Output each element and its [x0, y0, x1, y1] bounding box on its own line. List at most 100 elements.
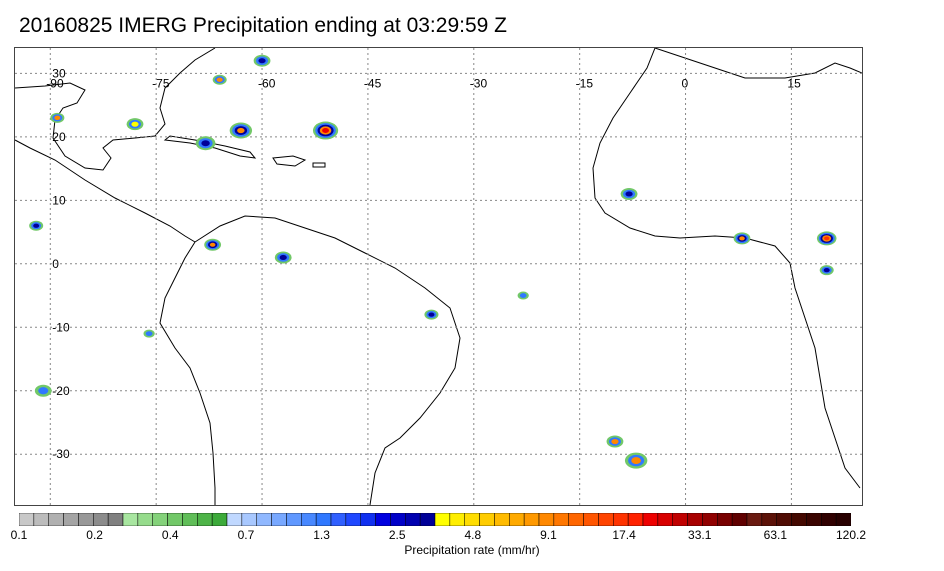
africa-north-coast — [654, 48, 862, 79]
colorbar-swatch — [583, 513, 599, 526]
precip-cell — [237, 127, 245, 134]
coastlines — [15, 48, 862, 505]
colorbar-tick-label: 0.1 — [10, 528, 28, 542]
hispaniola-coast — [272, 155, 307, 167]
colorbar-tick-label: 17.4 — [612, 528, 636, 542]
colorbar-swatch — [598, 513, 614, 526]
precip-cell — [216, 77, 223, 82]
colorbar-swatch — [405, 513, 421, 526]
colorbar-tick-label: 0.2 — [86, 528, 103, 542]
colorbar-swatch — [226, 513, 243, 526]
colorbar-swatch — [167, 513, 183, 526]
colorbar — [19, 513, 851, 526]
colorbar-swatch — [78, 513, 94, 526]
colorbar-swatch — [702, 513, 718, 526]
precipitation-map: -90 -75 -60 -45 -30 -15 0 15 30 20 10 0 -10 -20 -30 — [14, 47, 863, 506]
colorbar-swatch — [48, 513, 64, 526]
lon-label: -90 — [46, 76, 64, 90]
colorbar-tick-label: 33.1 — [688, 528, 712, 542]
colorbar-tick-label: 0.7 — [237, 528, 255, 542]
colorbar-swatch — [761, 513, 777, 526]
colorbar-swatch — [835, 513, 851, 526]
colorbar-swatch — [345, 513, 361, 526]
south-america-west-coast — [159, 241, 216, 505]
latitude-labels: 30 20 10 0 -10 -20 -30 — [52, 66, 70, 461]
precip-cell — [131, 121, 139, 127]
colorbar-tick-label: 2.5 — [388, 528, 406, 542]
precip-cell — [279, 254, 287, 261]
colorbar-swatch — [731, 513, 748, 526]
colorbar-swatch — [553, 513, 569, 526]
colorbar-swatch — [434, 513, 451, 526]
map-title: 20160825 IMERG Precipitation ending at 0… — [19, 14, 507, 37]
colorbar-swatch — [449, 513, 465, 526]
colorbar-swatch — [330, 513, 347, 526]
colorbar-swatch — [107, 513, 124, 526]
africa-coast — [592, 48, 861, 489]
colorbar-tick-label: 0.4 — [161, 528, 179, 542]
precip-cell — [38, 387, 49, 395]
colorbar-swatch — [627, 513, 644, 526]
lon-label: -75 — [152, 76, 170, 90]
colorbar-swatch — [360, 513, 376, 526]
colorbar-swatch — [211, 513, 228, 526]
precip-cell — [201, 140, 210, 147]
precip-cell — [428, 312, 435, 317]
lon-label: -45 — [364, 76, 382, 90]
colorbar-swatch — [152, 513, 168, 526]
precip-cell — [824, 236, 830, 241]
longitude-labels: -90 -75 -60 -45 -30 -15 0 15 — [46, 76, 801, 90]
precip-cell — [519, 293, 527, 298]
lon-label: 0 — [682, 76, 689, 90]
colorbar-swatch — [806, 513, 822, 526]
colorbar-swatch — [464, 513, 480, 526]
lat-label: -20 — [52, 384, 70, 398]
lat-label: 0 — [52, 257, 59, 271]
colorbar-swatch — [19, 513, 35, 526]
colorbar-swatch — [538, 513, 555, 526]
colorbar-swatch — [93, 513, 109, 526]
colorbar-swatch — [642, 513, 659, 526]
colorbar-swatch — [791, 513, 807, 526]
grid-lines — [15, 48, 862, 505]
colorbar-tick-label: 4.8 — [464, 528, 482, 542]
colorbar-swatch — [613, 513, 629, 526]
map-canvas: -90 -75 -60 -45 -30 -15 0 15 30 20 10 0 -10 -20 -30 — [15, 48, 862, 505]
north-america-coast — [15, 48, 216, 171]
precip-cell — [322, 128, 330, 133]
colorbar-swatch — [479, 513, 495, 526]
colorbar-swatch — [137, 513, 153, 526]
colorbar-title: Precipitation rate (mm/hr) — [404, 543, 540, 557]
precip-cell — [209, 242, 216, 247]
precip-cell — [258, 58, 266, 64]
precipitation-blobs — [29, 54, 837, 469]
precip-cell — [823, 268, 830, 273]
colorbar-swatch — [63, 513, 79, 526]
lat-label: 10 — [52, 193, 66, 207]
colorbar-swatch — [122, 513, 139, 526]
lat-label: 20 — [52, 130, 66, 144]
colorbar-swatch — [197, 513, 213, 526]
colorbar-swatch — [687, 513, 703, 526]
precip-cell — [611, 438, 619, 445]
colorbar-swatch — [301, 513, 317, 526]
south-america-coast — [194, 215, 461, 505]
colorbar-swatch — [241, 513, 257, 526]
central-america-coast — [15, 139, 196, 243]
colorbar-swatch — [523, 513, 540, 526]
lon-label: -30 — [470, 76, 488, 90]
lat-label: -10 — [52, 320, 70, 334]
colorbar-swatch — [33, 513, 49, 526]
lon-label: 15 — [787, 76, 801, 90]
precip-cell — [54, 115, 61, 120]
colorbar-tick-label: 120.2 — [835, 528, 867, 542]
precip-cell — [739, 236, 745, 241]
precip-cell — [33, 223, 40, 228]
colorbar-swatch — [286, 513, 302, 526]
colorbar-swatch — [746, 513, 763, 526]
colorbar-swatch — [419, 513, 436, 526]
colorbar-swatch — [509, 513, 525, 526]
colorbar-swatch — [375, 513, 391, 526]
colorbar-swatch — [821, 513, 837, 526]
colorbar-swatch — [776, 513, 792, 526]
